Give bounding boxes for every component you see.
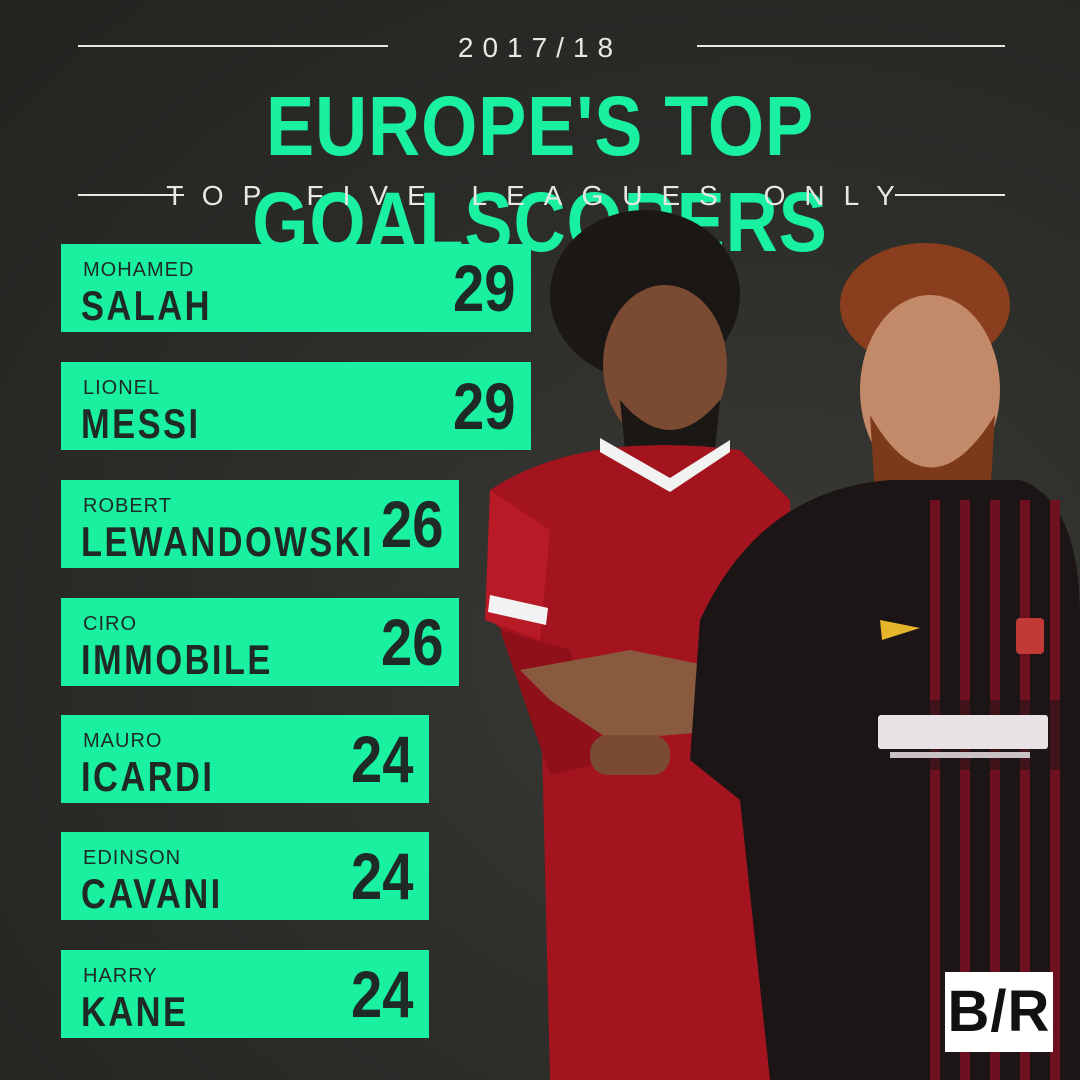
players-photo <box>485 210 1080 1080</box>
player-last-name: ICARDI <box>81 753 215 800</box>
goal-count: 26 <box>380 487 443 561</box>
player-last-name: MESSI <box>81 400 201 447</box>
goal-count: 29 <box>452 369 515 443</box>
goal-count: 24 <box>350 839 413 913</box>
player-last-name: LEWANDOWSKI <box>81 518 374 565</box>
player-first-name: LIONEL <box>83 377 161 399</box>
player-last-name: CAVANI <box>81 870 223 917</box>
player-last-name: KANE <box>81 988 189 1035</box>
season-label: 2017/18 <box>457 32 623 63</box>
subtitle-rule-left <box>78 194 184 196</box>
goal-count: 24 <box>350 957 413 1031</box>
bar-row: HARRY KANE 24 <box>61 950 429 1038</box>
player-first-name: HARRY <box>83 965 158 987</box>
page-subtitle: TOP FIVE LEAGUES ONLY <box>166 180 914 211</box>
bar-row: EDINSON CAVANI 24 <box>61 832 429 920</box>
player-first-name: EDINSON <box>83 847 182 869</box>
bar-row: CIRO IMMOBILE 26 <box>61 598 459 686</box>
bar-row: ROBERT LEWANDOWSKI 26 <box>61 480 459 568</box>
subtitle-rule-right <box>895 194 1005 196</box>
bar-row: LIONEL MESSI 29 <box>61 362 531 450</box>
player-first-name: MOHAMED <box>83 259 195 281</box>
player-last-name: SALAH <box>81 282 212 329</box>
bleacher-report-logo: B/R <box>945 972 1053 1052</box>
goal-count: 24 <box>350 722 413 796</box>
season-rule-right <box>697 45 1005 47</box>
season-rule-left <box>78 45 388 47</box>
goal-count: 26 <box>380 605 443 679</box>
player-last-name: IMMOBILE <box>81 636 273 683</box>
player-first-name: MAURO <box>83 730 163 752</box>
player-first-name: ROBERT <box>83 495 172 517</box>
bar-row: MOHAMED SALAH 29 <box>61 244 531 332</box>
player-first-name: CIRO <box>83 613 137 635</box>
goal-count: 29 <box>452 251 515 325</box>
bar-row: MAURO ICARDI 24 <box>61 715 429 803</box>
